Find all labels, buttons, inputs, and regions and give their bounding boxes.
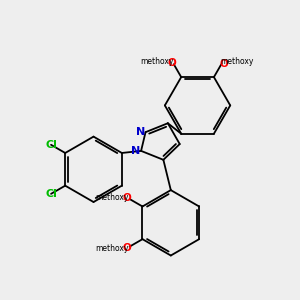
Text: methoxy: methoxy — [220, 57, 254, 66]
Text: Cl: Cl — [45, 140, 57, 150]
Text: Cl: Cl — [45, 189, 57, 199]
Text: N: N — [136, 127, 146, 136]
Text: O: O — [123, 243, 132, 253]
Text: methoxy: methoxy — [141, 57, 174, 66]
Text: methoxy: methoxy — [95, 244, 128, 253]
Text: methoxy: methoxy — [95, 193, 128, 202]
Text: O: O — [167, 58, 176, 68]
Text: O: O — [219, 59, 228, 69]
Text: O: O — [123, 193, 132, 202]
Text: N: N — [131, 146, 141, 157]
